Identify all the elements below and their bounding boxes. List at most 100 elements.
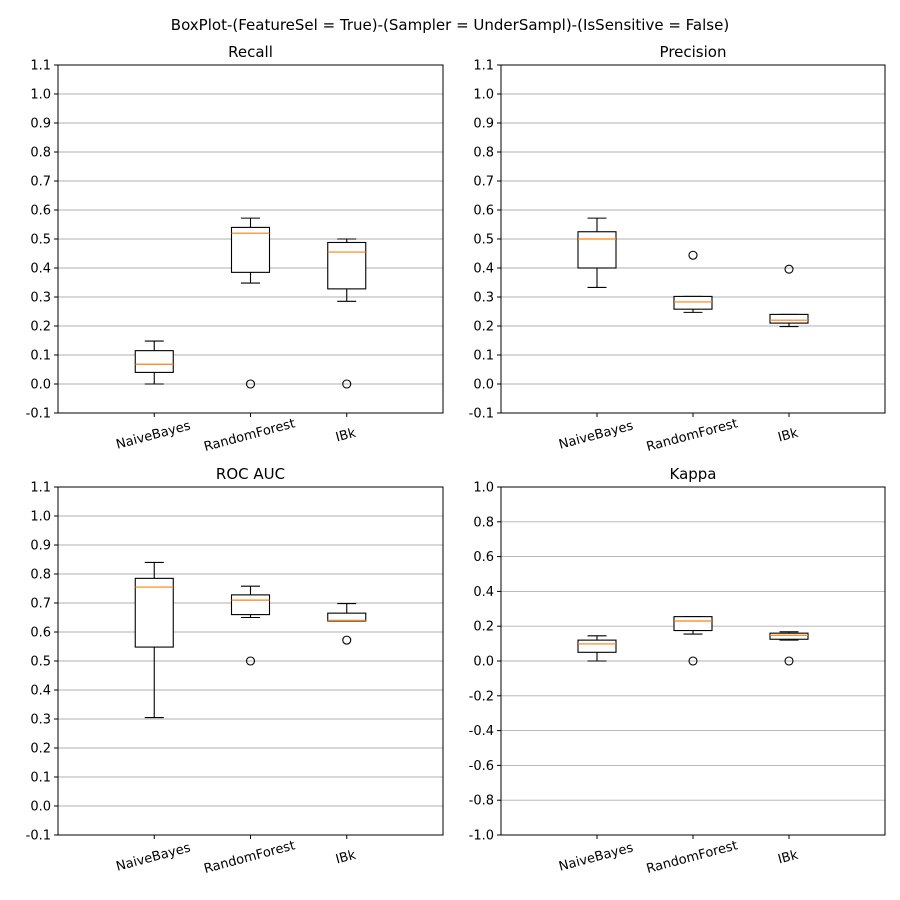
y-tick-label: -0.1 <box>469 407 494 422</box>
y-tick-label: 0.2 <box>473 320 494 335</box>
y-tick-label: 1.0 <box>473 88 494 103</box>
box-NaiveBayes <box>134 561 174 719</box>
y-tick-label: -0.1 <box>26 829 51 844</box>
y-tick-label: 0.7 <box>30 175 51 190</box>
y-tick-label: 0.3 <box>30 713 51 728</box>
panel-4: Kappa -1.0 -0.8 -0.6 -0.4 -0.2 0.0 0.2 0.4 0.6 0.8… <box>469 465 886 877</box>
iqr-box <box>673 295 713 310</box>
y-tick-label: 0.6 <box>473 550 494 565</box>
iqr-box <box>230 226 271 273</box>
x-tick-label: IBk <box>776 426 800 446</box>
box-NaiveBayes <box>134 340 174 385</box>
panel-3: ROC AUC -0.1 0.0 0.1 0.2 0.3 0.4 0.5 0.6 0.7 0.8 0.… <box>26 465 444 877</box>
iqr-box <box>134 350 174 373</box>
axes-frame <box>57 64 444 414</box>
y-tick-label: 0.6 <box>473 204 494 219</box>
box-IBk <box>769 631 809 666</box>
y-tick-label: 0.9 <box>30 539 51 554</box>
panel-2: Precision -0.1 0.0 0.1 0.2 0.3 0.4 0.5 0.6 0.7 0.8… <box>469 43 886 455</box>
y-tick-label: 0.4 <box>473 585 494 600</box>
y-tick-label: 0.4 <box>473 262 494 277</box>
y-tick-label: 0.5 <box>30 655 51 670</box>
outlier-point <box>245 656 256 666</box>
iqr-box <box>769 632 809 640</box>
box-IBk <box>769 264 809 328</box>
y-tick-label: 0.4 <box>30 262 51 277</box>
panel-title: Recall <box>228 43 273 61</box>
box-RandomForest <box>230 217 271 389</box>
outlier-point <box>342 635 352 645</box>
iqr-box <box>769 313 809 324</box>
y-tick-label: -0.1 <box>26 407 51 422</box>
box-RandomForest <box>673 250 713 313</box>
y-tick-label: 0.3 <box>473 291 494 306</box>
iqr-box <box>230 594 271 616</box>
y-tick-label: 0.0 <box>30 378 51 393</box>
y-tick-label: 0.3 <box>30 291 51 306</box>
y-tick-label: 0.6 <box>30 204 51 219</box>
x-tick-label: NaiveBayes <box>115 840 193 874</box>
y-tick-label: 0.8 <box>30 146 51 161</box>
y-tick-label: 0.0 <box>473 378 494 393</box>
outlier-point <box>784 264 794 274</box>
x-tick-label: IBk <box>776 848 800 868</box>
box-IBk <box>327 238 367 389</box>
x-tick-label: RandomForest <box>645 838 739 877</box>
box-IBk <box>327 603 367 645</box>
y-tick-label: 0.7 <box>30 597 51 612</box>
x-tick-label: RandomForest <box>645 416 739 455</box>
x-tick-label: NaiveBayes <box>557 840 635 874</box>
figure-title: BoxPlot-(FeatureSel = True)-(Sampler = U… <box>171 16 729 34</box>
y-tick-label: 0.4 <box>30 684 51 699</box>
y-tick-label: 0.2 <box>473 620 494 635</box>
y-tick-label: -0.2 <box>469 689 494 704</box>
y-tick-label: 0.0 <box>30 800 51 815</box>
y-tick-label: -0.4 <box>469 724 494 739</box>
axes-frame <box>500 486 886 836</box>
x-tick-label: IBk <box>334 426 358 446</box>
y-tick-label: 0.8 <box>473 146 494 161</box>
box-RandomForest <box>673 616 713 666</box>
outlier-point <box>688 656 698 666</box>
y-tick-label: 0.9 <box>473 117 494 132</box>
panels: Recall -0.1 0.0 0.1 0.2 0.3 0.4 0.5 0.6 0.7 0.8 0.9… <box>26 43 886 877</box>
y-tick-label: 0.1 <box>30 349 51 364</box>
y-tick-label: 1.0 <box>30 510 51 525</box>
iqr-box <box>577 231 617 269</box>
y-tick-label: 0.1 <box>473 349 494 364</box>
box-RandomForest <box>230 585 271 666</box>
y-tick-label: 1.0 <box>473 481 494 496</box>
y-tick-label: -0.8 <box>469 794 494 809</box>
y-tick-label: 0.8 <box>473 515 494 530</box>
y-tick-label: 0.7 <box>473 175 494 190</box>
x-tick-label: RandomForest <box>202 416 296 455</box>
outlier-point <box>342 379 352 389</box>
y-tick-label: 0.8 <box>30 568 51 583</box>
panel-title: Kappa <box>670 465 717 483</box>
axes-frame <box>57 486 444 836</box>
outlier-point <box>245 379 256 389</box>
panel-1: Recall -0.1 0.0 0.1 0.2 0.3 0.4 0.5 0.6 0.7 0.8 0.9… <box>26 43 444 455</box>
y-tick-label: 0.2 <box>30 742 51 757</box>
box-NaiveBayes <box>577 217 617 288</box>
y-tick-label: 1.1 <box>30 59 51 74</box>
panel-title: ROC AUC <box>216 465 285 483</box>
y-tick-label: -0.6 <box>469 759 494 774</box>
y-tick-label: -1.0 <box>469 829 494 844</box>
y-tick-label: 0.5 <box>30 233 51 248</box>
x-tick-label: NaiveBayes <box>557 418 635 452</box>
y-tick-label: 1.1 <box>30 481 51 496</box>
iqr-box <box>327 241 367 290</box>
iqr-box <box>134 577 174 648</box>
y-tick-label: 1.0 <box>30 88 51 103</box>
y-tick-label: 0.6 <box>30 626 51 641</box>
x-tick-label: RandomForest <box>202 838 296 877</box>
box-NaiveBayes <box>577 635 617 662</box>
panel-title: Precision <box>660 43 727 61</box>
axes-frame <box>500 64 886 414</box>
outlier-point <box>688 250 698 260</box>
x-tick-label: IBk <box>334 848 358 868</box>
outlier-point <box>784 656 794 666</box>
y-tick-label: 0.2 <box>30 320 51 335</box>
